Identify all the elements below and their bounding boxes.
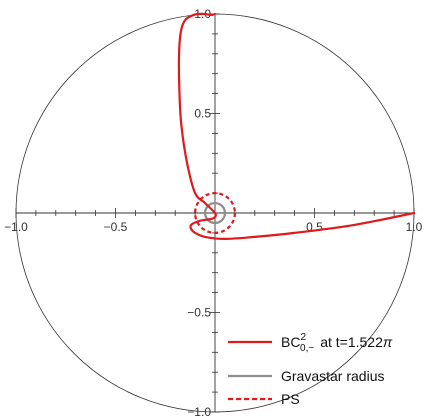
y-tick-label: 0.5 bbox=[194, 107, 211, 121]
photon-sphere-circle bbox=[194, 192, 237, 235]
y-tick-label: −0.5 bbox=[187, 306, 211, 320]
tick-labels: −1.0 −0.5 0.5 1.0 1.0 0.5 −0.5 −1.0 bbox=[4, 7, 423, 417]
bc-trajectory-curve bbox=[177, 12, 416, 240]
y-tick-label: −1.0 bbox=[187, 405, 211, 417]
legend-entry-gravastar: Gravastar radius bbox=[228, 368, 384, 384]
legend-entry-ps: PS bbox=[228, 391, 300, 407]
plot-area: −1.0 −0.5 0.5 1.0 1.0 0.5 −0.5 −1.0 bbox=[4, 7, 423, 417]
legend-entry-bc: BC2 0,− at t=1.522π bbox=[228, 332, 393, 354]
legend-label-bc: BC2 0,− at t=1.522π bbox=[281, 332, 393, 354]
legend: BC2 0,− at t=1.522π Gravastar radius PS bbox=[228, 332, 393, 407]
legend-label-ps: PS bbox=[281, 391, 300, 407]
x-tick-label: −1.0 bbox=[4, 220, 28, 234]
x-tick-label: −0.5 bbox=[104, 220, 128, 234]
gravastar-radius-circle bbox=[203, 201, 227, 225]
legend-label-gravastar: Gravastar radius bbox=[281, 368, 384, 384]
x-tick-label: 1.0 bbox=[406, 220, 423, 234]
